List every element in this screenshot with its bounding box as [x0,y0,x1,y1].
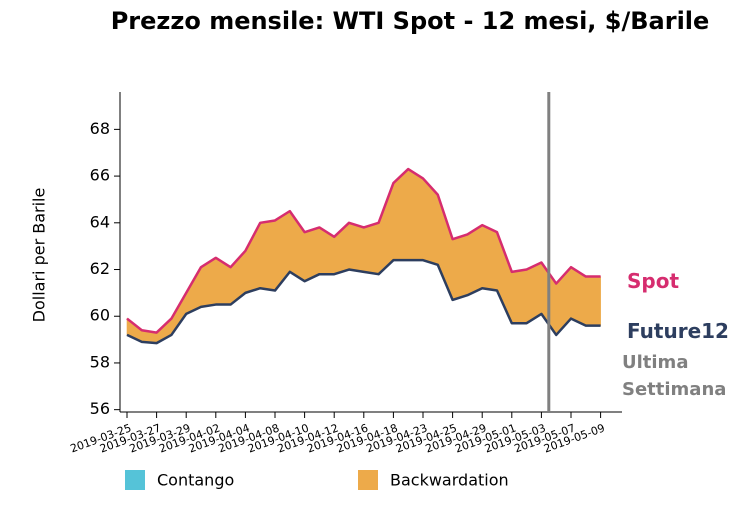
spread-area [259,220,276,291]
spread-area [585,276,601,326]
legend-swatch [358,470,378,490]
spread-area [467,224,483,296]
y-tick-label: 56 [90,399,110,418]
spread-area [245,222,261,294]
spread-area [363,222,379,275]
series-label: Spot [627,269,679,293]
spread-area [274,210,291,292]
spread-area [393,168,409,261]
legend-label: Contango [157,471,234,490]
annotation: Ultima [622,352,688,373]
y-axis-label: Dollari per Barile [30,188,49,323]
y-tick-label: 68 [90,119,110,138]
series-label: Future12 [627,319,729,343]
chart-title: Prezzo mensile: WTI Spot - 12 mesi, $/Ba… [111,7,710,35]
spread-area [555,266,572,336]
spread-area [452,234,468,301]
spread-area [511,269,527,324]
spread-area [348,222,365,273]
y-tick-label: 62 [90,259,110,278]
series-line [126,167,601,334]
spread-area [481,224,498,291]
annotation: Settimana [622,379,726,400]
spread-area [304,227,320,282]
y-tick-label: 64 [90,212,110,231]
legend-swatch [125,470,145,490]
y-tick-label: 58 [90,352,110,371]
spread-area [407,168,424,261]
legend-label: Backwardation [390,471,509,490]
spread-area [378,182,394,275]
series-line [126,258,601,345]
y-tick-label: 66 [90,166,110,185]
y-tick-label: 60 [90,306,110,325]
